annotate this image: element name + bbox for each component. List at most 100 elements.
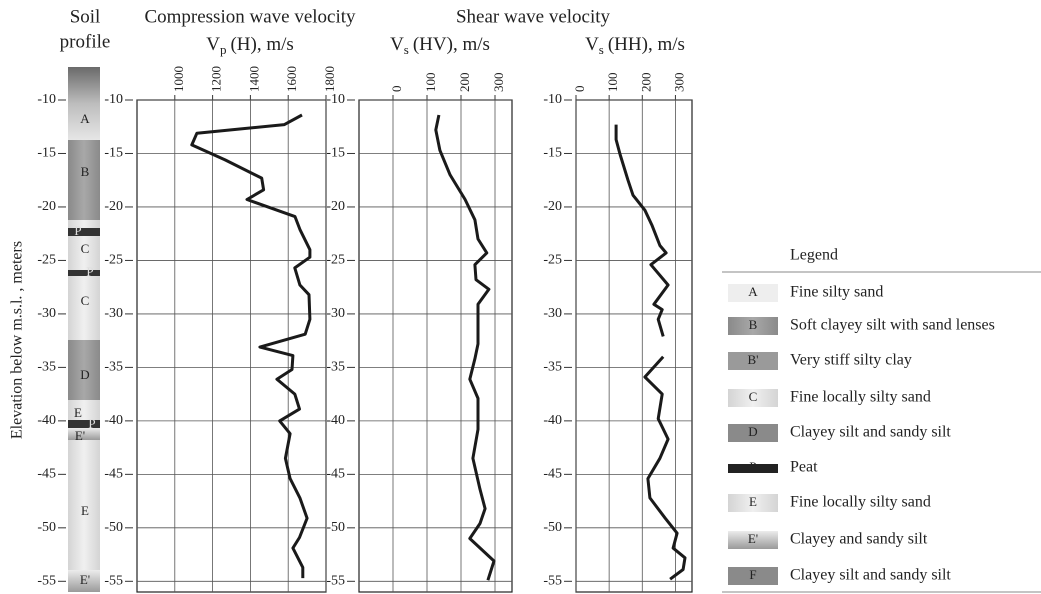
y-tick-label: -45 <box>104 467 123 482</box>
y-tick-label: -55 <box>37 574 56 589</box>
legend-label: Clayey silt and sandy silt <box>790 567 951 584</box>
x-axis-label: Vp (H), m/s <box>206 34 294 57</box>
y-tick-label: -35 <box>543 360 562 375</box>
y-tick-label: -25 <box>326 253 345 268</box>
layer-label: E <box>74 405 82 420</box>
layer <box>68 236 100 270</box>
y-tick-label: -45 <box>326 467 345 482</box>
y-tick-label: -50 <box>543 520 562 535</box>
y-tick-label: -25 <box>37 253 56 268</box>
y-tick-label: -30 <box>104 306 123 321</box>
y-tick-label: -10 <box>104 92 123 107</box>
x-tick-label: 1200 <box>209 66 224 92</box>
soil-title: Soil <box>70 6 101 27</box>
y-tick-label: -50 <box>37 520 56 535</box>
plot-area <box>136 99 327 593</box>
layer <box>68 570 100 592</box>
x-tick-label: 1600 <box>284 66 299 92</box>
y-tick-label: -15 <box>37 146 56 161</box>
swatch <box>728 531 778 549</box>
x-tick-label: 1000 <box>171 66 186 92</box>
y-tick-label: -30 <box>326 306 345 321</box>
layer-label: B <box>81 164 90 179</box>
layer <box>68 440 100 570</box>
soil-column: A B P C P C D E P E' E E' <box>68 67 100 592</box>
layer-label: A <box>80 111 90 126</box>
y-tick-label: -50 <box>104 520 123 535</box>
x-tick-label: 1800 <box>322 66 337 92</box>
x-axis-label: Vs (HV), m/s <box>390 34 490 57</box>
legend-key: E' <box>748 531 758 546</box>
legend-title: Legend <box>790 247 838 264</box>
subscript: p <box>220 42 227 57</box>
legend-label: Clayey silt and sandy silt <box>790 424 951 441</box>
y-tick-label: -55 <box>104 574 123 589</box>
x-tick-label: 200 <box>638 73 653 93</box>
y-tick-label: -35 <box>104 360 123 375</box>
y-tick-label: -25 <box>104 253 123 268</box>
legend-key: E <box>749 494 757 509</box>
label-text: (HV), m/s <box>413 34 490 55</box>
swatch <box>728 567 778 585</box>
legend-label: Fine locally silty sand <box>790 494 931 511</box>
velocity-line <box>614 124 687 581</box>
layer-label: E <box>81 503 89 518</box>
x-tick-label: 200 <box>457 73 472 93</box>
symbol: V <box>390 34 404 55</box>
y-tick-label: -20 <box>37 199 56 214</box>
velocity-line <box>434 114 496 581</box>
layer-label: P <box>86 264 93 279</box>
symbol: V <box>585 34 599 55</box>
y-tick-label: -40 <box>326 413 345 428</box>
layer <box>68 67 100 140</box>
subscript: s <box>599 42 604 57</box>
label-text: (H), m/s <box>230 34 293 55</box>
y-tick-label: -40 <box>37 413 56 428</box>
plot-area <box>575 99 693 593</box>
layer <box>68 420 100 428</box>
swatch <box>728 389 778 407</box>
layer-label: D <box>80 367 89 382</box>
legend-key: C <box>749 389 758 404</box>
layer <box>68 140 100 220</box>
legend-label: Fine silty sand <box>790 284 883 301</box>
y-tick-label: -20 <box>326 199 345 214</box>
layer-label: E' <box>75 428 85 443</box>
x-tick-label: 1400 <box>246 66 261 92</box>
chart-title: Compression wave velocity <box>144 6 356 27</box>
subscript: s <box>404 42 409 57</box>
y-tick-label: -35 <box>37 360 56 375</box>
legend-key: P <box>749 459 756 474</box>
layer <box>68 276 100 340</box>
y-tick-label: -10 <box>543 92 562 107</box>
x-tick-label: 0 <box>389 86 404 93</box>
swatch <box>728 284 778 302</box>
y-tick-label: -15 <box>326 146 345 161</box>
plot-area <box>358 99 513 593</box>
y-tick-label: -20 <box>104 199 123 214</box>
legend-key: A <box>748 284 758 299</box>
layer-label: C <box>81 241 90 256</box>
swatch <box>728 352 778 370</box>
y-tick-label: -30 <box>37 306 56 321</box>
y-tick-label: -20 <box>543 199 562 214</box>
y-tick-label: -40 <box>104 413 123 428</box>
y-tick-label: -30 <box>543 306 562 321</box>
x-tick-label: 300 <box>671 73 686 93</box>
y-tick-label: -50 <box>326 520 345 535</box>
legend-label: Soft clayey silt with sand lenses <box>790 317 995 334</box>
layer <box>68 400 100 420</box>
symbol: V <box>206 34 220 55</box>
layer <box>68 270 100 276</box>
layer <box>68 228 100 236</box>
legend-key: D <box>748 424 757 439</box>
legend-key: F <box>749 567 756 582</box>
layer-label: C <box>81 293 90 308</box>
y-axis-label: Elevation below m.s.l. , meters <box>9 241 26 439</box>
layer-label: P <box>74 223 81 238</box>
layer <box>68 428 100 440</box>
label-text: (HH), m/s <box>608 34 685 55</box>
y-tick-label: -55 <box>543 574 562 589</box>
swatch <box>728 464 778 473</box>
x-axis-label: Vs (HH), m/s <box>585 34 685 57</box>
